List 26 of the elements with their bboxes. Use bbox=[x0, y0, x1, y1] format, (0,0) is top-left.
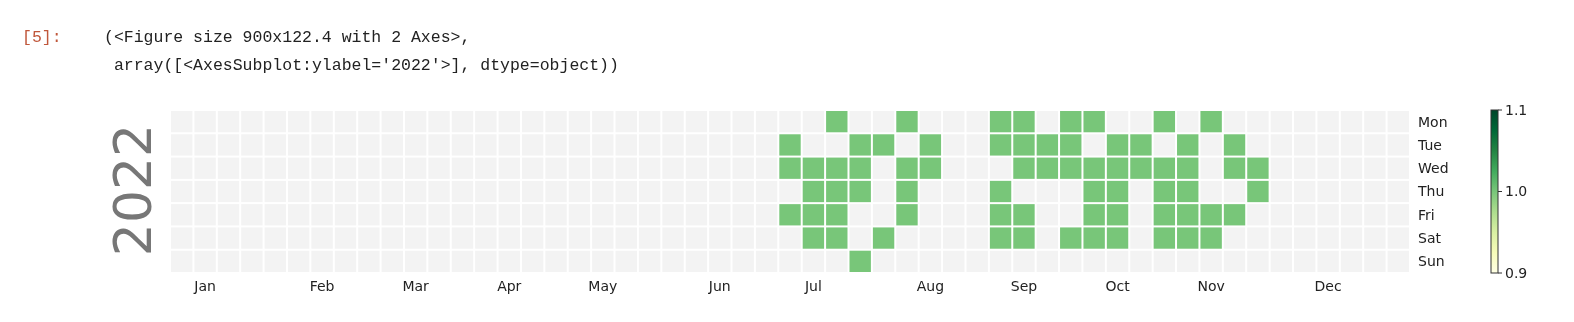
x-tick-label: Apr bbox=[497, 277, 522, 294]
y-axis-title: 2022 bbox=[103, 123, 163, 257]
y-tick-label: Tue bbox=[1417, 136, 1442, 153]
x-tick-label: Oct bbox=[1105, 277, 1131, 294]
y-tick-label: Fri bbox=[1418, 206, 1435, 223]
x-tick-label: Feb bbox=[309, 277, 335, 294]
x-tick-label: Jan bbox=[193, 277, 216, 294]
x-tick-label: Jul bbox=[803, 277, 822, 294]
color-bar-label: 1.0 bbox=[1505, 183, 1528, 200]
x-tick-label: Mar bbox=[402, 277, 430, 294]
x-tick-label: May bbox=[588, 277, 618, 294]
y-tick-label: Mon bbox=[1418, 113, 1448, 130]
y-tick-label: Sat bbox=[1418, 230, 1442, 247]
color-bar-label: 1.1 bbox=[1505, 101, 1528, 118]
text: (<Figure size 900x122.4 with 2 Axes>, bbox=[104, 28, 471, 47]
x-tick-label: Aug bbox=[916, 277, 945, 294]
x-tick-label: Dec bbox=[1314, 277, 1342, 294]
text: [5]: bbox=[22, 28, 62, 47]
y-tick-label: Thu bbox=[1417, 183, 1445, 200]
y-tick-label: Sun bbox=[1418, 253, 1445, 270]
color-bar-label: 0.9 bbox=[1505, 264, 1528, 281]
text: array([<AxesSubplot:ylabel='2022'>], dtype=object)) bbox=[112, 56, 619, 75]
x-tick-label: Jun bbox=[707, 277, 731, 294]
y-tick-label: Wed bbox=[1418, 160, 1449, 177]
x-tick-label: Sep bbox=[1010, 277, 1038, 294]
x-tick-label: Nov bbox=[1197, 277, 1225, 294]
